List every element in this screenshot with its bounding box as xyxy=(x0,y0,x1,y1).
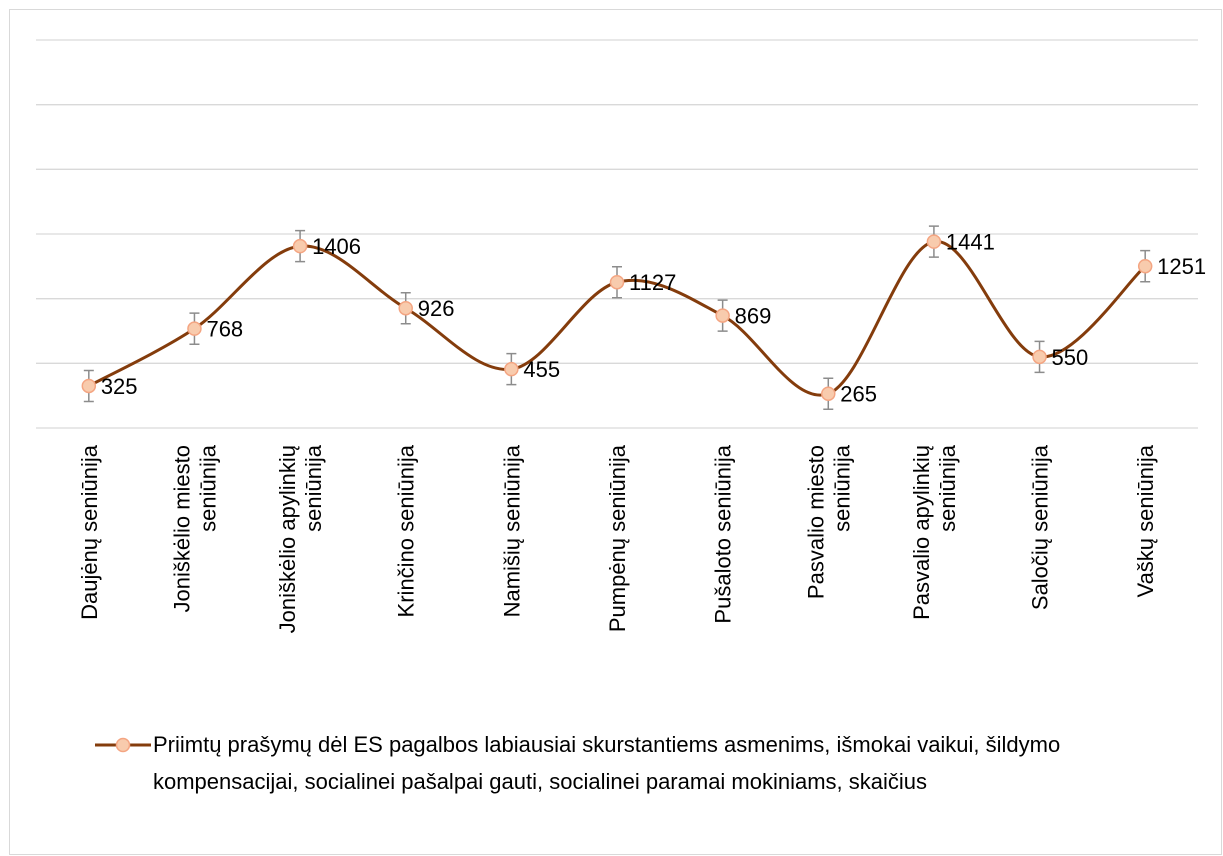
x-tick-label: Saločių seniūnija xyxy=(1028,444,1053,610)
data-label: 1406 xyxy=(312,234,361,259)
data-label: 1251 xyxy=(1157,254,1206,279)
x-tick-label: Pasvalio miestoseniūnija xyxy=(803,444,854,599)
x-tick-label: Namišių seniūnija xyxy=(499,444,524,617)
x-tick-label: Pušaloto seniūnija xyxy=(711,444,736,623)
marker xyxy=(609,274,625,290)
data-label: 550 xyxy=(1052,345,1089,370)
marker xyxy=(715,308,730,323)
marker xyxy=(821,386,836,401)
data-label: 768 xyxy=(206,317,243,342)
data-label: 455 xyxy=(523,357,560,382)
marker xyxy=(1032,349,1047,365)
marker xyxy=(187,321,202,336)
marker xyxy=(926,234,942,249)
x-tick-label: Pumpėnų seniūnija xyxy=(605,444,630,632)
x-tick-label: Joniškėlio apylinkiųseniūnija xyxy=(275,444,326,633)
data-label: 265 xyxy=(840,382,877,407)
x-tick-label: Krinčino seniūnija xyxy=(394,444,419,617)
series-line xyxy=(88,240,1147,397)
data-label: 926 xyxy=(418,296,455,321)
legend-marker xyxy=(115,737,131,753)
x-tick-label: Vaškų seniūnija xyxy=(1133,444,1158,597)
data-label: 869 xyxy=(735,304,772,329)
marker xyxy=(504,361,519,377)
legend-label: Priimtų prašymų dėl ES pagalbos labiausi… xyxy=(153,732,1061,794)
marker xyxy=(1137,258,1153,274)
marker xyxy=(292,238,308,254)
data-label: 325 xyxy=(101,374,138,399)
data-label: 1127 xyxy=(629,270,676,295)
data-label: 1441 xyxy=(946,230,995,255)
marker xyxy=(81,378,97,394)
x-tick-label: Joniškėlio miestoseniūnija xyxy=(169,444,220,612)
x-tick-label: Pasvalio apylinkiųseniūnija xyxy=(909,444,960,620)
x-tick-label: Daujėnų seniūnija xyxy=(77,444,102,620)
marker xyxy=(398,300,413,316)
chart-border xyxy=(9,9,1222,855)
